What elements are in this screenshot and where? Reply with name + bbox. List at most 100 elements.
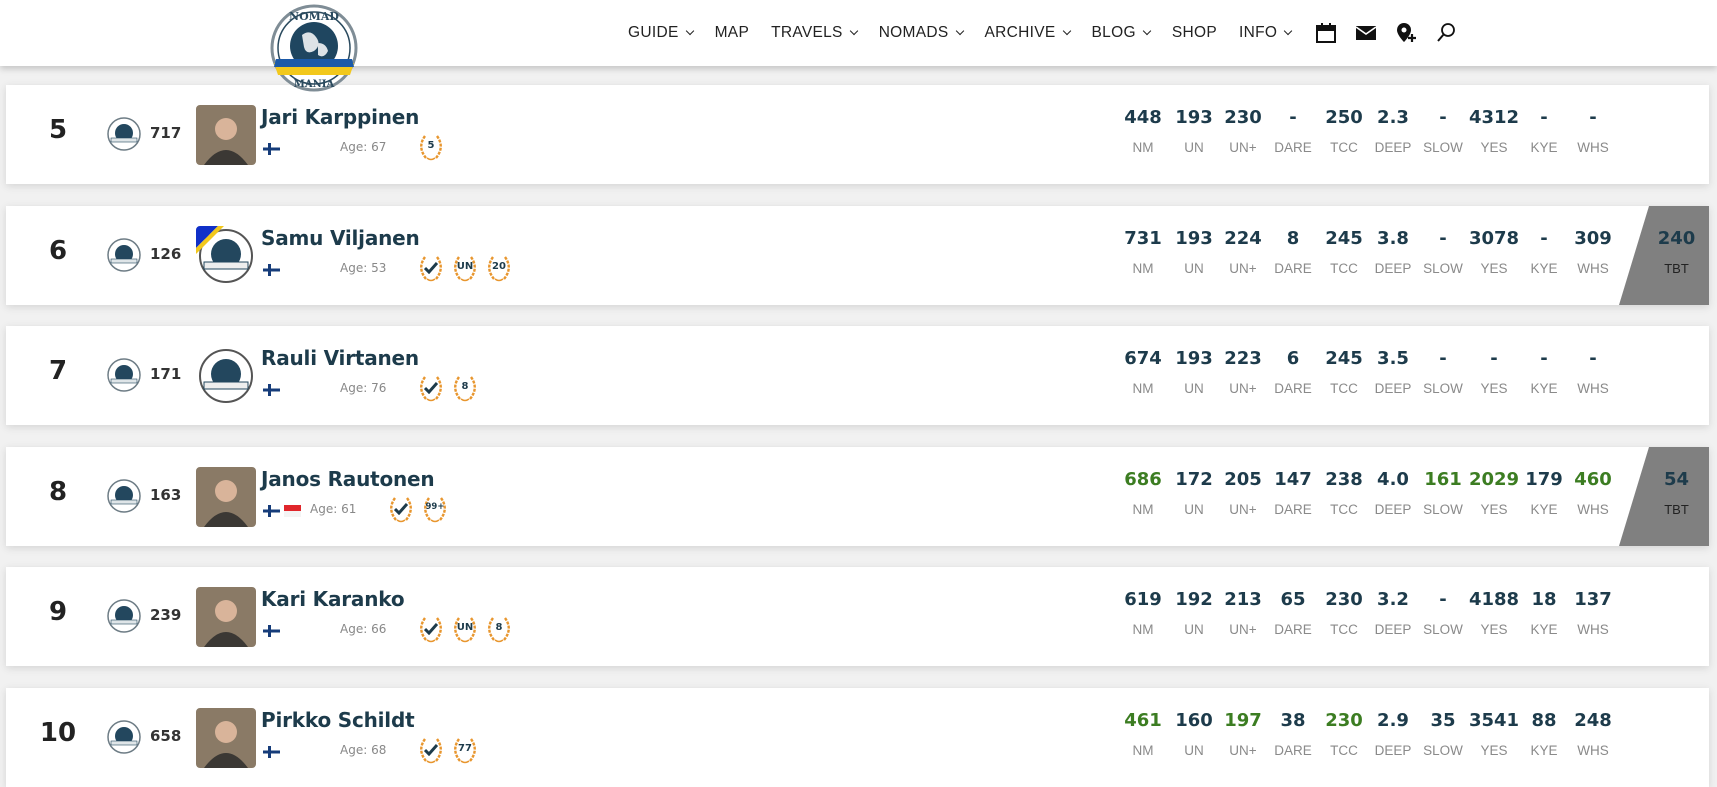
flag-fi-icon [263,502,280,517]
user-name-link[interactable]: Kari Karanko [261,587,405,611]
verified-badge-icon[interactable] [416,253,446,283]
nav-item-guide[interactable]: GUIDE [628,24,694,42]
nav-item-map[interactable]: MAP [715,24,750,42]
user-name-link[interactable]: Janos Rautonen [261,466,435,491]
stat-label: SLOW [1423,742,1463,758]
stat-value: 4.0 [1377,468,1409,490]
search-icon[interactable] [1433,20,1459,46]
avatar[interactable] [196,346,256,406]
check-icon [394,502,408,515]
nav-item-shop[interactable]: SHOP [1172,24,1217,42]
ranking-row[interactable]: 7 171 Rauli Virtanen Age: 76 8 674 NM 193 UN 223 U… [6,326,1709,425]
stat-value: 4188 [1468,589,1520,610]
stat-value: - [1490,348,1498,369]
stat-label: TCC [1330,260,1358,276]
check-icon [424,623,438,635]
achievement-badge[interactable]: 99+ [420,494,450,524]
stat-value: - [1540,107,1548,128]
stat-label: KYE [1530,381,1558,396]
achievement-badge[interactable]: UN [450,614,480,644]
check-icon [424,261,438,274]
stat-label: UN+ [1229,381,1257,396]
nomad-mania-icon [106,719,142,755]
achievement-badge[interactable]: 8 [450,373,480,403]
site-logo[interactable]: NOMAD MANIA [266,3,362,97]
chevron-down-icon [1062,26,1071,36]
stat-value: 160 [1175,709,1213,731]
stat-label: YES [1480,260,1508,276]
flag-fi-icon [263,743,280,758]
user-name-link[interactable]: Pirkko Schildt [261,707,415,732]
stat-label: YES [1480,742,1508,758]
ranking-row[interactable]: 9 239 Kari Karanko Age: 66 UN 8 619 NM 192 UN 213 U… [6,567,1709,666]
verified-badge-icon[interactable] [416,735,446,765]
user-name-link[interactable]: Jari Karppinen [261,105,420,129]
flag-fi-icon [263,140,280,155]
tbt-label: TBT [1664,260,1689,276]
achievement-badge[interactable]: 77 [450,735,480,765]
stat-label: NM [1132,140,1154,155]
achievement-badge[interactable]: 5 [416,132,446,162]
verified-badge-icon[interactable] [386,494,416,524]
stat-label: SLOW [1423,622,1463,637]
stat-label: DEEP [1374,501,1412,517]
stat-label: WHS [1577,501,1609,517]
ranking-row[interactable]: 10 658 Pirkko Schildt Age: 68 77 461 NM 160 UN 19… [6,687,1709,787]
stat-label: UN [1184,501,1204,517]
stat-value: 230 [1325,709,1363,731]
tbt-label: TBT [1664,501,1689,517]
avatar[interactable] [196,466,256,527]
ranking-row[interactable]: 5 717 Jari Karppinen Age: 67 5 448 NM 193 UN 230 U… [6,85,1709,184]
chevron-down-icon [849,26,858,36]
stat-value: 245 [1325,227,1363,249]
stat-value: 2.9 [1377,709,1409,731]
stat-label: TCC [1330,742,1358,758]
nm-rank-value: 658 [150,726,182,745]
achievement-badge[interactable]: 20 [484,253,514,283]
stat-label: WHS [1577,381,1609,396]
tbt-cell[interactable]: 240 TBT [1619,205,1709,305]
nav-item-info[interactable]: INFO [1239,24,1293,42]
nav-item-blog[interactable]: BLOG [1092,24,1152,42]
stat-value: 461 [1124,709,1162,731]
avatar[interactable] [196,225,256,286]
nav-item-archive[interactable]: ARCHIVE [985,24,1071,42]
check-icon [424,743,438,756]
achievement-badge[interactable]: 8 [484,614,514,644]
stat-label: UN+ [1229,742,1257,758]
badge-label: 99+ [425,501,445,512]
stat-label: UN+ [1229,260,1257,276]
ranking-row[interactable]: 6 126 Samu Viljanen Age: 53 UN 20 731 NM 193 UN 22… [6,205,1709,305]
avatar[interactable] [196,587,256,647]
user-name-link[interactable]: Rauli Virtanen [261,346,419,370]
stat-value: 223 [1224,348,1262,369]
stat-value: 460 [1574,468,1612,490]
achievement-badge[interactable]: UN [450,253,480,283]
add-location-icon[interactable] [1393,20,1419,46]
nm-rank-value: 163 [150,485,182,504]
mail-icon[interactable] [1353,20,1379,46]
nav-item-travels[interactable]: TRAVELS [771,24,858,42]
stat-label: NM [1132,260,1154,276]
stat-label: SLOW [1423,501,1463,517]
user-name-link[interactable]: Samu Viljanen [261,225,420,250]
nav-item-nomads[interactable]: NOMADS [879,24,964,42]
verified-badge-icon[interactable] [416,373,446,403]
flags [263,622,280,637]
nomad-mania-icon [106,357,142,393]
stat-value: 3.8 [1377,227,1409,249]
badge-label: 77 [458,742,472,754]
avatar[interactable] [196,707,256,768]
calendar-icon[interactable] [1313,20,1339,46]
stat-value: 35 [1430,709,1456,731]
tbt-cell[interactable]: 54 TBT [1619,446,1709,546]
badge-label: 20 [492,260,506,272]
ranking-row[interactable]: 8 163 Janos Rautonen Age: 61 99+ 686 NM 172 UN 20… [6,446,1709,546]
verified-badge-icon[interactable] [416,614,446,644]
stat-label: SLOW [1423,140,1463,155]
flags [263,381,280,396]
avatar[interactable] [196,105,256,165]
stat-value: 250 [1325,107,1363,128]
stat-value: 230 [1325,589,1363,610]
badge-label: 8 [461,381,469,392]
